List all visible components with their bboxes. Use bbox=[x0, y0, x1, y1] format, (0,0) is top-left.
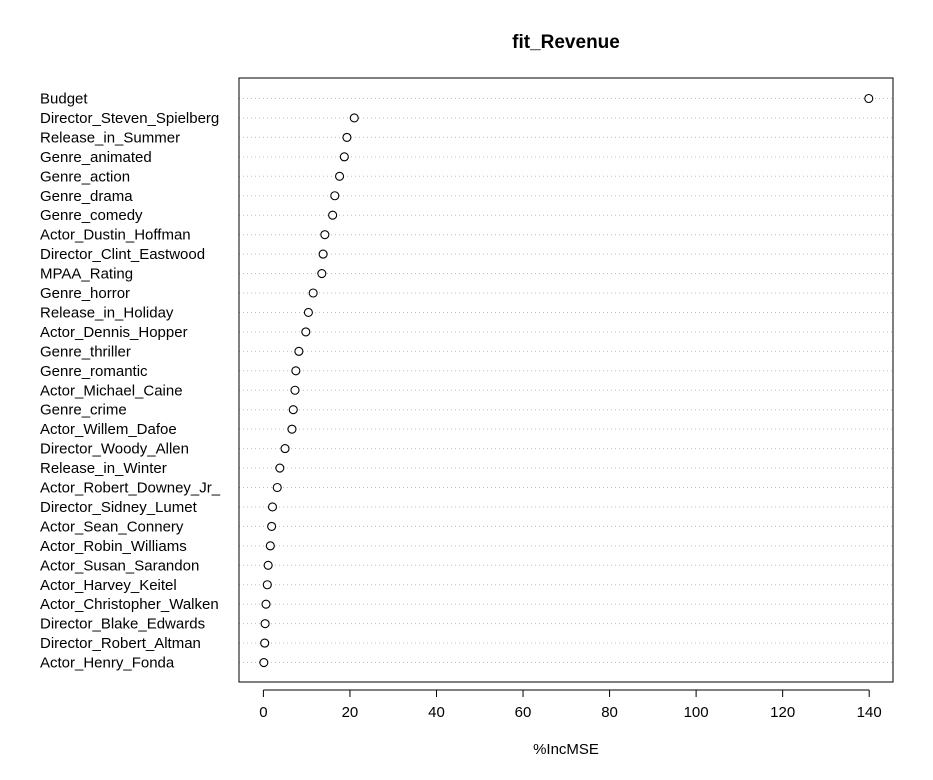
variable-label: Actor_Dustin_Hoffman bbox=[40, 227, 191, 244]
x-tick-label: 120 bbox=[770, 704, 795, 721]
x-tick-label: 0 bbox=[259, 704, 267, 721]
importance-point bbox=[294, 346, 304, 356]
importance-point bbox=[290, 385, 300, 395]
importance-point bbox=[339, 152, 349, 162]
variable-label: Actor_Robert_Downey_Jr_ bbox=[40, 480, 221, 497]
variable-label: Release_in_Winter bbox=[40, 460, 167, 477]
x-tick-label: 140 bbox=[857, 704, 882, 721]
variable-label: Actor_Robin_Williams bbox=[40, 538, 187, 555]
importance-point bbox=[261, 599, 271, 609]
importance-point bbox=[301, 327, 311, 337]
variable-label: Genre_crime bbox=[40, 402, 127, 419]
importance-point bbox=[267, 521, 277, 531]
variable-labels: Budget Director_Steven_Spielberg Release_i… bbox=[40, 91, 221, 672]
chart-title: fit_Revenue bbox=[512, 32, 620, 53]
variable-label: Director_Clint_Eastwood bbox=[40, 246, 205, 263]
variable-label: Actor_Susan_Sarandon bbox=[40, 557, 199, 574]
variable-label: Actor_Dennis_Hopper bbox=[40, 324, 188, 341]
variable-label: Release_in_Holiday bbox=[40, 304, 174, 321]
importance-point bbox=[308, 288, 318, 298]
variable-label: Genre_comedy bbox=[40, 207, 143, 224]
variable-label: Actor_Harvey_Keitel bbox=[40, 577, 177, 594]
importance-point bbox=[328, 210, 338, 220]
variable-label: Director_Robert_Altman bbox=[40, 635, 201, 652]
importance-point bbox=[287, 424, 297, 434]
importance-point bbox=[260, 619, 270, 629]
x-tick-label: 100 bbox=[684, 704, 709, 721]
importance-point bbox=[317, 268, 327, 279]
x-axis-title: %IncMSE bbox=[533, 741, 599, 758]
importance-point bbox=[267, 502, 278, 512]
variable-label: Director_Blake_Edwards bbox=[40, 616, 205, 633]
importance-point bbox=[259, 657, 269, 668]
importance-point bbox=[349, 113, 359, 123]
importance-point bbox=[262, 580, 272, 590]
importance-point bbox=[864, 93, 874, 104]
variable-label: Genre_romantic bbox=[40, 363, 148, 380]
importance-point bbox=[342, 132, 352, 142]
x-tick-label: 20 bbox=[342, 704, 359, 721]
x-axis: 0 20 40 60 80 100 120 140 bbox=[259, 689, 882, 721]
variable-label: Actor_Christopher_Walken bbox=[40, 596, 219, 613]
variable-label: Director_Woody_Allen bbox=[40, 441, 189, 458]
importance-point bbox=[291, 366, 301, 376]
plot-frame bbox=[238, 77, 894, 683]
variable-label: Genre_horror bbox=[40, 285, 130, 302]
variable-label: Release_in_Summer bbox=[40, 129, 180, 146]
x-tick-label: 40 bbox=[428, 704, 445, 721]
variable-label: Genre_thriller bbox=[40, 343, 131, 360]
variable-label: Actor_Michael_Caine bbox=[40, 382, 183, 399]
importance-point bbox=[330, 191, 340, 201]
variable-label: Genre_action bbox=[40, 168, 130, 185]
importance-points bbox=[259, 93, 874, 668]
variable-label: Actor_Sean_Connery bbox=[40, 518, 184, 535]
variable-label: Actor_Willem_Dafoe bbox=[40, 421, 177, 438]
importance-point bbox=[335, 171, 345, 181]
x-tick-label: 80 bbox=[601, 704, 618, 721]
importance-point bbox=[272, 482, 282, 493]
variable-label: Budget bbox=[40, 91, 88, 108]
importance-point bbox=[260, 638, 270, 648]
variable-label: Actor_Henry_Fonda bbox=[40, 655, 175, 672]
importance-point bbox=[263, 560, 273, 570]
variable-label: Director_Steven_Spielberg bbox=[40, 110, 219, 127]
variable-label: MPAA_Rating bbox=[40, 266, 133, 283]
variable-label: Genre_animated bbox=[40, 149, 152, 166]
grid-lines bbox=[239, 98, 893, 664]
variable-label: Director_Sidney_Lumet bbox=[40, 499, 198, 516]
importance-point bbox=[280, 444, 290, 454]
importance-point bbox=[318, 249, 328, 259]
importance-point bbox=[275, 463, 285, 473]
importance-point bbox=[265, 541, 275, 551]
importance-point bbox=[303, 307, 313, 318]
importance-point bbox=[288, 405, 298, 415]
importance-point bbox=[320, 230, 330, 240]
x-tick-label: 60 bbox=[515, 704, 532, 721]
variable-label: Genre_drama bbox=[40, 188, 133, 205]
